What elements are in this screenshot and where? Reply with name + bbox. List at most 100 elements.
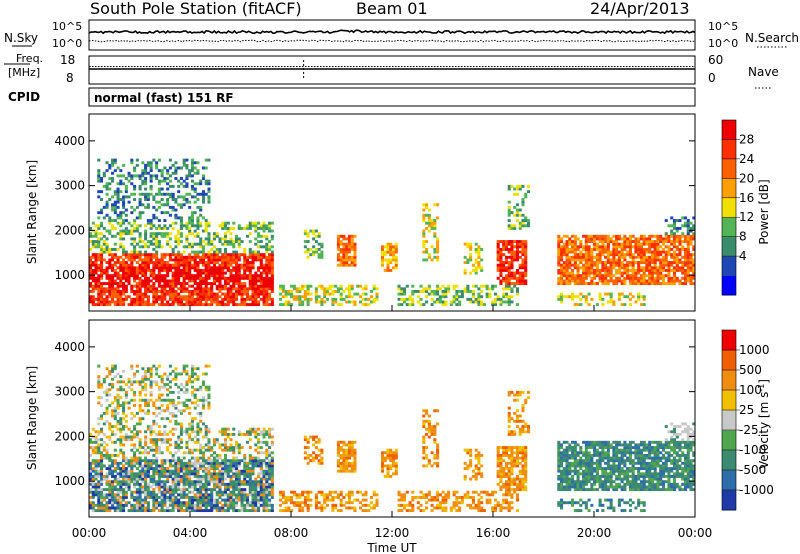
power-cell (259, 287, 263, 291)
power-cell (653, 253, 657, 257)
power-cell (615, 242, 619, 246)
power-cell (320, 284, 324, 288)
power-cell (573, 295, 577, 299)
velocity-cell (133, 459, 137, 463)
velocity-cell (201, 383, 205, 386)
power-cell (138, 287, 142, 291)
power-cell (91, 234, 95, 238)
power-cell (689, 221, 693, 225)
power-cell (89, 268, 93, 272)
power-cell (111, 284, 115, 288)
power-cell (259, 292, 263, 296)
power-cell (262, 263, 266, 267)
cpid-panel (88, 87, 696, 107)
velocity-cell (146, 474, 150, 478)
velocity-cell (113, 495, 117, 499)
velocity-cell (204, 503, 208, 507)
velocity-cell (149, 461, 153, 465)
velocity-cell (174, 506, 178, 510)
velocity-cell (201, 401, 205, 405)
power-cell (190, 174, 194, 178)
power-cell (265, 255, 269, 259)
power-cell (177, 261, 181, 265)
velocity-cell (196, 482, 200, 486)
velocity-cell (108, 425, 112, 428)
power-cell (149, 232, 153, 236)
power-cell (179, 258, 183, 262)
power-cell (193, 224, 197, 228)
power-cell (223, 232, 228, 236)
velocity-cell (113, 480, 117, 484)
power-cell (667, 271, 671, 275)
power-cell (557, 282, 561, 286)
velocity-cell (177, 422, 181, 426)
velocity-cell (160, 495, 164, 499)
power-cell (689, 263, 693, 267)
power-cell (221, 274, 225, 278)
power-cell (626, 295, 630, 299)
velocity-cell (94, 467, 98, 471)
velocity-cell (133, 472, 137, 476)
power-cell (119, 234, 123, 238)
power-cell (174, 292, 178, 296)
power-cell (116, 266, 120, 270)
velocity-cell (168, 501, 172, 505)
colorbar-tick-label: 28 (739, 132, 754, 146)
power-cell (199, 221, 203, 225)
power-cell (518, 255, 522, 259)
power-cell (392, 250, 396, 254)
velocity-cell (193, 440, 197, 444)
power-cell (124, 263, 128, 267)
power-cell (637, 297, 641, 301)
power-cell (122, 250, 126, 254)
power-cell (146, 297, 150, 301)
power-cell (182, 289, 186, 293)
velocity-cell (108, 372, 112, 376)
velocity-cell (100, 467, 104, 471)
power-cell (171, 266, 175, 270)
velocity-cell (171, 480, 175, 484)
velocity-cell (149, 425, 153, 428)
velocity-cell (100, 430, 104, 434)
power-cell (678, 268, 682, 272)
power-cell (268, 292, 272, 296)
power-cell (138, 282, 142, 286)
power-cell (521, 271, 525, 275)
power-cell (111, 205, 115, 209)
power-cell (119, 263, 123, 267)
power-cell (215, 268, 219, 272)
power-cell (102, 292, 106, 296)
power-cell (119, 268, 123, 272)
power-cell (207, 303, 211, 307)
velocity-cell (122, 404, 126, 407)
power-cell (94, 245, 98, 249)
power-cell (639, 247, 643, 251)
velocity-cell (135, 482, 139, 486)
power-cell (160, 169, 164, 173)
power-cell (672, 271, 677, 275)
power-cell (692, 247, 696, 251)
velocity-cell (160, 490, 164, 494)
power-cell (513, 276, 517, 280)
power-cell (138, 297, 142, 301)
power-cell (127, 268, 131, 272)
power-cell (628, 279, 632, 283)
power-cell (436, 284, 440, 288)
velocity-cell (149, 459, 153, 463)
power-cell (166, 242, 170, 246)
power-cell (157, 261, 161, 265)
velocity-cell (163, 409, 167, 413)
power-cell (102, 205, 106, 209)
power-cell (667, 276, 671, 280)
power-cell (163, 266, 167, 270)
power-cell (637, 237, 641, 241)
power-cell (504, 274, 508, 278)
power-cell (105, 247, 109, 251)
power-cell (642, 274, 646, 278)
power-cell (336, 255, 340, 259)
power-cell (179, 234, 183, 238)
power-cell (353, 234, 357, 238)
power-cell (177, 300, 181, 304)
power-cell (650, 271, 654, 275)
velocity-cell (105, 456, 109, 460)
